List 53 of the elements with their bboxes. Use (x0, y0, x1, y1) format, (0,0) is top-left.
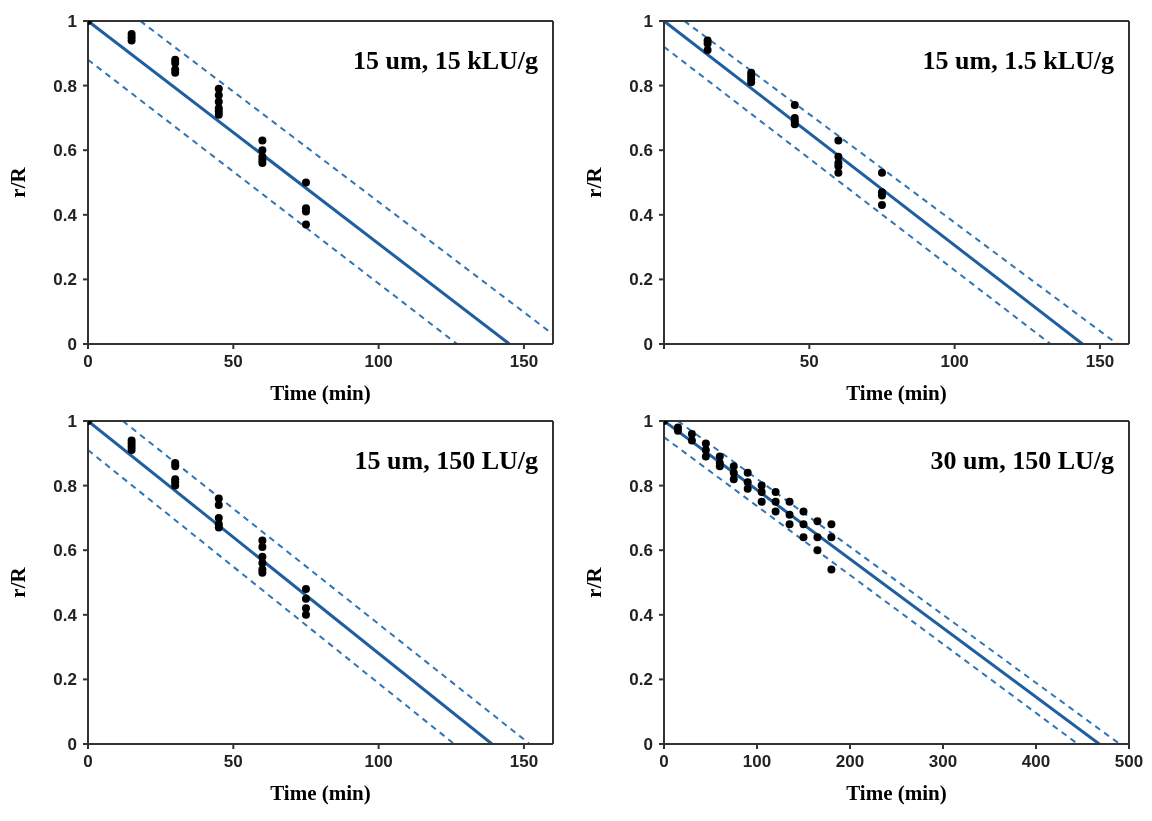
x-tick-label: 100 (364, 352, 393, 372)
x-tick-label: 150 (509, 752, 539, 772)
y-tick-label: 0.6 (629, 141, 653, 161)
y-tick-label: 0 (643, 735, 653, 755)
x-tick-label: 300 (928, 752, 958, 772)
x-tick-label: 0 (659, 752, 669, 772)
x-tick-label: 100 (742, 752, 772, 772)
y-tick-label: 0.4 (629, 205, 654, 225)
x-tick-label: 150 (509, 352, 539, 372)
y-tick-label: 0.8 (629, 76, 653, 96)
x-tick-label: 100 (364, 752, 393, 772)
text: 30 um, 150 LU/g (930, 446, 1114, 476)
y-tick-label: 0.4 (629, 605, 654, 625)
x-tick-label: 0 (83, 352, 93, 372)
x-axis-title: Time (min) (270, 381, 371, 405)
x-tick-label: 400 (1021, 752, 1051, 772)
y-tick-label: 1 (67, 412, 77, 432)
y-tick-label: 1 (643, 12, 653, 32)
x-tick-label: 0 (83, 752, 93, 772)
y-tick-label: 0.6 (53, 541, 77, 561)
y-tick-label: 0.4 (53, 205, 78, 225)
y-tick-label: 0.8 (53, 76, 77, 96)
x-tick-label: 500 (1114, 752, 1144, 772)
x-tick-label: 50 (223, 352, 243, 372)
text: 15 um, 15 kLU/g (353, 46, 538, 76)
x-axis-title: Time (min) (270, 781, 371, 805)
y-tick-label: 0.8 (629, 476, 653, 496)
y-tick-label: 0.6 (53, 141, 77, 161)
y-tick-label: 0.4 (53, 605, 78, 625)
x-tick-label: 100 (940, 352, 969, 372)
x-axis-title: Time (min) (846, 381, 947, 405)
text: 15 um, 1.5 kLU/g (922, 46, 1114, 76)
x-tick-label: 50 (223, 752, 243, 772)
x-tick-label: 150 (1085, 352, 1115, 372)
y-axis-title: r/R (582, 566, 607, 598)
y-tick-label: 0.2 (53, 270, 77, 290)
y-tick-label: 0.2 (53, 670, 77, 690)
y-tick-label: 0 (67, 735, 77, 755)
y-axis-title: r/R (6, 566, 31, 598)
y-tick-label: 0.6 (629, 541, 653, 561)
y-tick-label: 0 (67, 335, 77, 355)
y-tick-label: 0.8 (53, 476, 77, 496)
x-tick-label: 200 (835, 752, 865, 772)
y-tick-label: 0.2 (629, 670, 653, 690)
y-tick-label: 1 (67, 12, 77, 32)
y-tick-label: 0 (643, 335, 653, 355)
x-tick-label: 50 (799, 352, 819, 372)
y-axis-title: r/R (582, 166, 607, 198)
x-axis-title: Time (min) (846, 781, 947, 805)
text: 15 um, 150 LU/g (354, 446, 538, 476)
y-axis-title: r/R (6, 166, 31, 198)
y-tick-label: 0.2 (629, 270, 653, 290)
y-tick-label: 1 (643, 412, 653, 432)
